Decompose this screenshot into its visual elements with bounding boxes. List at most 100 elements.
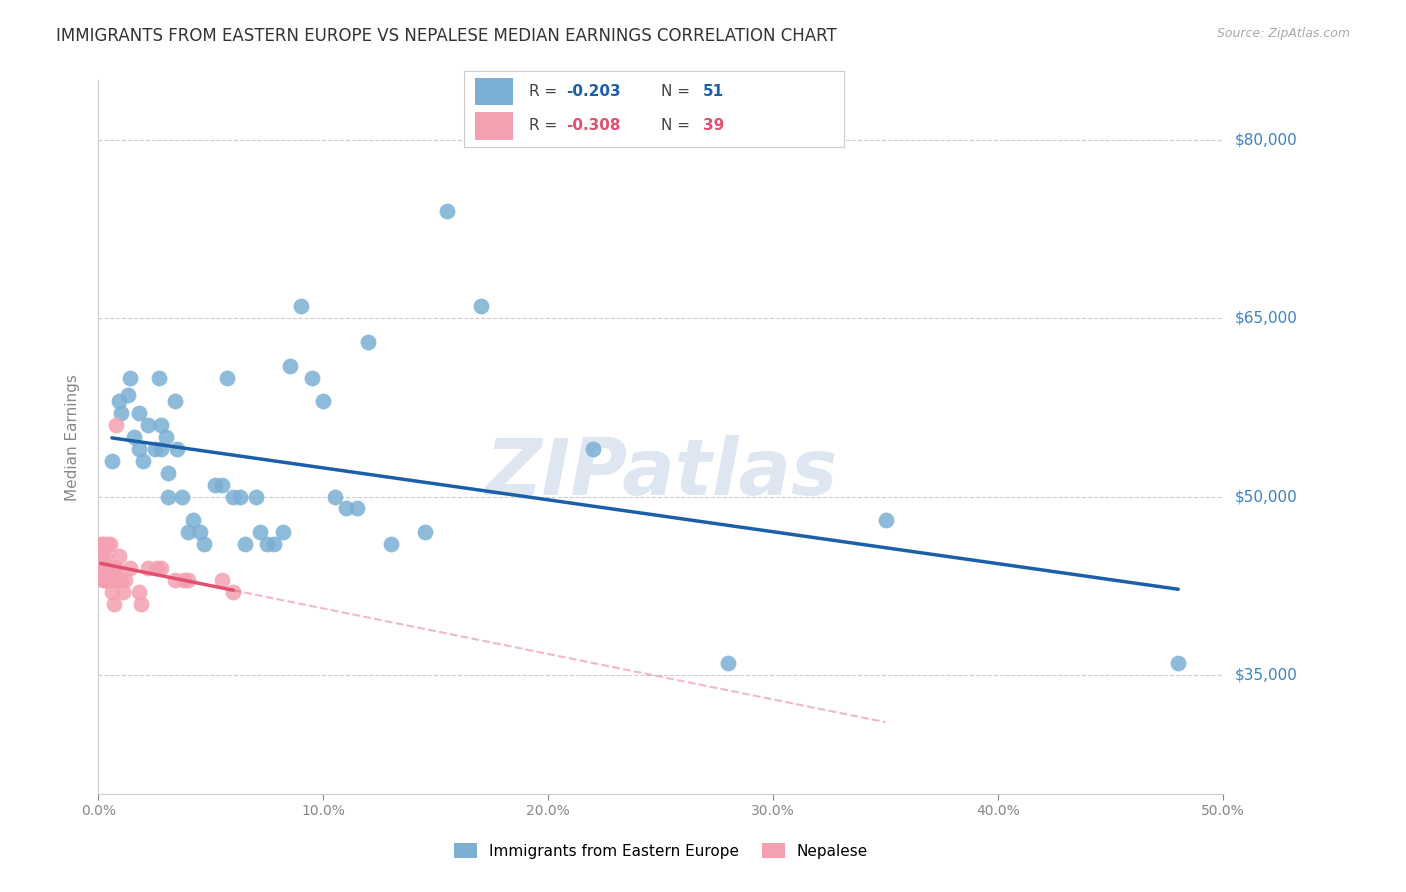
Point [229, 490, 252, 504]
Point [101, 454, 124, 468]
Point [470, 299, 492, 313]
Point [105, 561, 128, 575]
Point [245, 490, 267, 504]
Point [215, 370, 238, 384]
Text: Source: ZipAtlas.com: Source: ZipAtlas.com [1216, 27, 1350, 40]
Text: 39: 39 [703, 119, 724, 134]
Point [155, 430, 177, 444]
Point [129, 597, 152, 611]
Point [150, 561, 173, 575]
Point [157, 466, 180, 480]
Point [96, 561, 118, 575]
Point [90, 549, 112, 563]
Point [98, 573, 121, 587]
Point [98, 561, 121, 575]
Text: -0.308: -0.308 [567, 119, 621, 134]
Point [110, 573, 132, 587]
Text: 51: 51 [703, 85, 724, 99]
Point [136, 418, 159, 433]
Point [128, 442, 150, 456]
Point [101, 584, 124, 599]
Text: $35,000: $35,000 [1234, 667, 1298, 682]
Point [132, 454, 155, 468]
Point [346, 501, 368, 516]
Point [114, 573, 136, 587]
Point [278, 359, 301, 373]
Point [94, 549, 117, 563]
Point [107, 394, 129, 409]
Legend: Immigrants from Eastern Europe, Nepalese: Immigrants from Eastern Europe, Nepalese [447, 837, 875, 864]
Point [181, 513, 204, 527]
Point [301, 370, 323, 384]
Point [91, 537, 114, 551]
Point [143, 442, 166, 456]
Text: -0.203: -0.203 [567, 85, 621, 99]
Point [101, 573, 124, 587]
Point [166, 442, 188, 456]
Point [271, 525, 294, 540]
Point [233, 537, 256, 551]
Point [91, 573, 114, 587]
Point [222, 584, 245, 599]
Point [323, 490, 346, 504]
Point [105, 418, 128, 433]
Point [107, 573, 129, 587]
Point [90, 561, 112, 575]
Text: R =: R = [529, 85, 561, 99]
Point [222, 490, 245, 504]
Point [96, 537, 118, 551]
Point [117, 388, 139, 402]
Point [128, 584, 150, 599]
Point [118, 561, 141, 575]
Text: $50,000: $50,000 [1234, 489, 1298, 504]
Point [211, 477, 233, 491]
Point [150, 442, 173, 456]
Point [582, 442, 605, 456]
Text: R =: R = [529, 119, 561, 134]
Point [170, 490, 193, 504]
Point [256, 537, 278, 551]
Point [157, 490, 180, 504]
Point [211, 573, 233, 587]
Text: N =: N = [661, 85, 695, 99]
Point [188, 525, 211, 540]
Text: IMMIGRANTS FROM EASTERN EUROPE VS NEPALESE MEDIAN EARNINGS CORRELATION CHART: IMMIGRANTS FROM EASTERN EUROPE VS NEPALE… [56, 27, 837, 45]
Point [96, 573, 118, 587]
Point [124, 430, 146, 444]
Point [1167, 656, 1189, 670]
Text: ZIPatlas: ZIPatlas [485, 434, 837, 511]
Point [193, 537, 215, 551]
Text: $80,000: $80,000 [1234, 132, 1298, 147]
Point [107, 549, 129, 563]
Point [112, 584, 135, 599]
Y-axis label: Median Earnings: Median Earnings [65, 374, 80, 500]
Point [177, 525, 200, 540]
Text: $65,000: $65,000 [1234, 310, 1298, 326]
Point [103, 561, 125, 575]
Point [436, 204, 458, 219]
Point [94, 573, 117, 587]
Point [249, 525, 271, 540]
Bar [475, 112, 513, 140]
Point [875, 513, 897, 527]
Point [717, 656, 740, 670]
Point [128, 406, 150, 420]
Point [101, 561, 124, 575]
Point [357, 334, 380, 349]
Point [413, 525, 436, 540]
Point [380, 537, 402, 551]
Bar [475, 78, 513, 105]
Point [290, 299, 312, 313]
Point [204, 477, 226, 491]
Text: N =: N = [661, 119, 695, 134]
Point [98, 537, 121, 551]
Point [94, 561, 117, 575]
Point [312, 394, 335, 409]
Point [118, 370, 141, 384]
Point [91, 561, 114, 575]
Point [146, 561, 169, 575]
Point [110, 406, 132, 420]
Point [150, 418, 173, 433]
Point [263, 537, 285, 551]
Point [163, 394, 186, 409]
